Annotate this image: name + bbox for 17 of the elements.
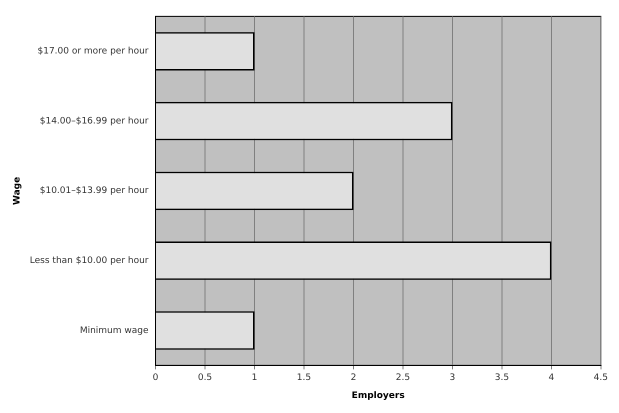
y-tick-label: Minimum wage xyxy=(80,326,149,336)
x-tick-label: 0 xyxy=(152,373,159,384)
y-tick-label: Less than $10.00 per hour xyxy=(30,256,149,266)
x-tick-label: 2 xyxy=(350,373,356,384)
y-tick-label: $14.00–$16.99 per hour xyxy=(40,116,149,126)
x-tick-label: 1.5 xyxy=(296,373,312,384)
x-tick-label: 3 xyxy=(450,373,456,384)
x-axis-title: Employers xyxy=(352,390,405,401)
x-tick-label: 0.5 xyxy=(198,373,212,384)
x-tick-label: 2.5 xyxy=(396,373,410,384)
y-tick-label: $17.00 or more per hour xyxy=(37,46,149,57)
x-tick-label: 4 xyxy=(548,373,554,384)
x-tick-label: 3.5 xyxy=(494,373,510,384)
x-tick-label: 4.5 xyxy=(594,373,608,384)
y-axis-title: Wage xyxy=(12,176,23,206)
x-tick-label: 1 xyxy=(252,373,258,384)
y-tick-label: $10.01–$13.99 per hour xyxy=(40,186,149,196)
